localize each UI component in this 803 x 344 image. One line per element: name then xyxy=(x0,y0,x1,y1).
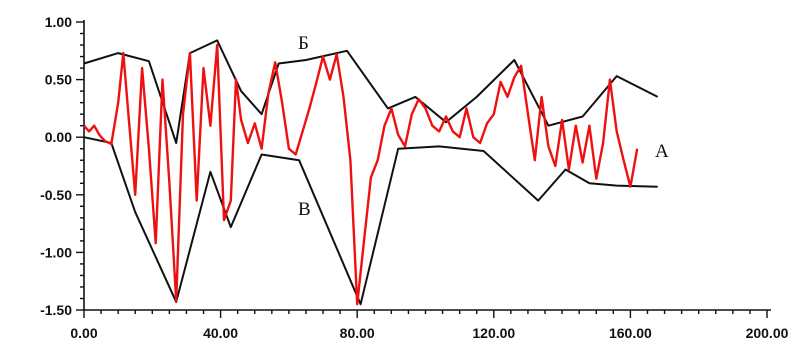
y-tick-label: -1.00 xyxy=(40,244,72,260)
series-line-signal xyxy=(83,43,639,306)
x-tick-label: 200.00 xyxy=(746,325,789,341)
y-tick-label: 1.00 xyxy=(45,14,72,30)
series-labels: А Б В xyxy=(298,33,669,220)
series-label: А xyxy=(655,141,669,162)
x-tick-label: 0.00 xyxy=(70,325,97,341)
series-line-upper-envelope xyxy=(83,39,659,144)
y-tick-label: -1.50 xyxy=(40,302,72,318)
series-label: В xyxy=(298,199,311,220)
y-tick-label: -0.50 xyxy=(40,187,72,203)
y-tick-label: 0.50 xyxy=(45,72,72,88)
y-tick-label: 0.00 xyxy=(45,129,72,145)
axes: 1.00 0.50 0.00 -0.50 -1.00 -1.50 0.00 40.00 80.0… xyxy=(40,14,789,341)
x-tick-label: 80.00 xyxy=(340,325,375,341)
series-line-lower-envelope xyxy=(83,136,658,306)
series-layer xyxy=(83,39,659,306)
x-tick-label: 120.00 xyxy=(472,325,515,341)
x-tick-label: 160.00 xyxy=(609,325,652,341)
x-tick-label: 40.00 xyxy=(203,325,238,341)
series-label: Б xyxy=(298,33,309,54)
